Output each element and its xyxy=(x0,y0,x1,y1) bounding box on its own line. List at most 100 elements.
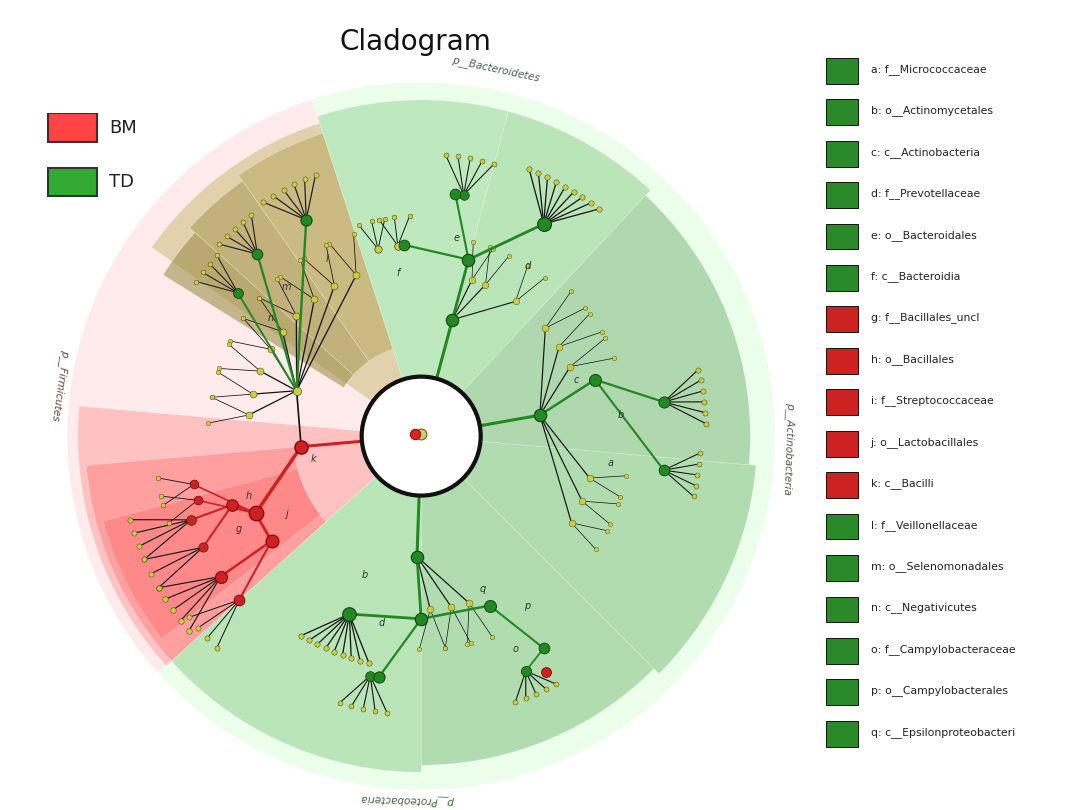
Point xyxy=(521,163,538,176)
Point xyxy=(697,407,714,420)
Point xyxy=(189,621,206,634)
FancyBboxPatch shape xyxy=(826,472,859,498)
Point xyxy=(369,243,387,256)
FancyBboxPatch shape xyxy=(826,58,859,83)
Point xyxy=(274,325,292,338)
Point xyxy=(586,373,604,386)
Point xyxy=(330,697,348,710)
Point xyxy=(340,608,357,620)
Point xyxy=(460,596,477,609)
Point xyxy=(507,696,524,709)
Point xyxy=(694,385,712,398)
Point xyxy=(581,307,598,320)
Point xyxy=(125,526,143,539)
Polygon shape xyxy=(318,100,509,379)
Point xyxy=(444,313,461,326)
Point xyxy=(189,494,206,507)
FancyBboxPatch shape xyxy=(826,431,859,457)
Point xyxy=(406,428,423,441)
Point xyxy=(421,603,438,616)
Point xyxy=(477,279,495,292)
Point xyxy=(455,189,472,202)
Point xyxy=(300,633,318,646)
Point xyxy=(350,218,367,231)
Point xyxy=(252,364,269,377)
Text: d: d xyxy=(378,618,384,628)
Point xyxy=(200,416,217,429)
Point xyxy=(535,218,552,231)
Point xyxy=(361,656,378,669)
Text: Cladogram: Cladogram xyxy=(340,28,491,57)
Point xyxy=(481,599,498,612)
Point xyxy=(437,149,455,162)
Point xyxy=(342,700,360,713)
Text: j: j xyxy=(285,509,288,518)
Point xyxy=(208,642,226,654)
Point xyxy=(318,642,335,654)
FancyBboxPatch shape xyxy=(826,514,859,539)
Point xyxy=(436,642,454,654)
Point xyxy=(449,150,467,163)
Point xyxy=(517,664,535,677)
Text: a: f__Micrococcaceae: a: f__Micrococcaceae xyxy=(870,64,986,75)
Point xyxy=(325,646,342,659)
Text: g: g xyxy=(235,524,242,534)
Point xyxy=(149,471,166,484)
Point xyxy=(436,642,454,654)
Polygon shape xyxy=(78,406,377,666)
Text: c: c__Actinobacteria: c: c__Actinobacteria xyxy=(870,147,980,158)
Point xyxy=(593,326,610,339)
Point xyxy=(539,171,556,184)
Point xyxy=(656,395,673,408)
Text: p: o__Campylobacterales: p: o__Campylobacterales xyxy=(870,685,1008,697)
Point xyxy=(212,570,229,583)
Point xyxy=(408,550,426,563)
Text: e: o__Bacteroidales: e: o__Bacteroidales xyxy=(870,229,976,241)
Point xyxy=(656,463,673,476)
Point xyxy=(459,637,476,650)
Polygon shape xyxy=(172,476,421,772)
Point xyxy=(340,608,357,620)
Point xyxy=(562,360,579,373)
FancyBboxPatch shape xyxy=(826,721,859,747)
Point xyxy=(396,238,414,251)
Point xyxy=(527,687,544,700)
FancyBboxPatch shape xyxy=(826,638,859,663)
Point xyxy=(318,239,335,252)
Polygon shape xyxy=(436,112,650,392)
Point xyxy=(602,518,619,531)
FancyBboxPatch shape xyxy=(826,306,859,332)
Text: b: b xyxy=(618,410,624,420)
Text: j: o__Lactobacillales: j: o__Lactobacillales xyxy=(870,437,978,448)
Point xyxy=(531,409,549,422)
Point xyxy=(376,212,393,225)
Point xyxy=(577,301,594,314)
Point xyxy=(199,632,216,645)
Point xyxy=(211,362,228,375)
Point xyxy=(354,702,372,715)
Text: TD: TD xyxy=(109,173,134,191)
Point xyxy=(212,570,229,583)
Text: m: o__Selenomonadales: m: o__Selenomonadales xyxy=(870,561,1003,572)
Point xyxy=(410,642,428,655)
Point xyxy=(180,625,198,637)
Point xyxy=(581,471,598,484)
Point xyxy=(183,514,200,526)
Point xyxy=(519,259,537,272)
Point xyxy=(685,490,702,503)
Text: i: f__Streptococcaceae: i: f__Streptococcaceae xyxy=(870,395,994,407)
Point xyxy=(474,154,491,167)
Text: a: a xyxy=(607,458,613,467)
Point xyxy=(326,279,343,292)
Text: o: o xyxy=(513,644,518,654)
Polygon shape xyxy=(461,177,775,686)
Point xyxy=(255,196,272,209)
Point xyxy=(598,524,616,537)
Point xyxy=(130,540,147,553)
Point xyxy=(345,228,362,241)
Point xyxy=(143,567,160,580)
Point xyxy=(218,230,235,243)
Point xyxy=(292,254,309,267)
Point xyxy=(535,642,552,654)
Text: l: f__Veillonellaceae: l: f__Veillonellaceae xyxy=(870,520,977,531)
